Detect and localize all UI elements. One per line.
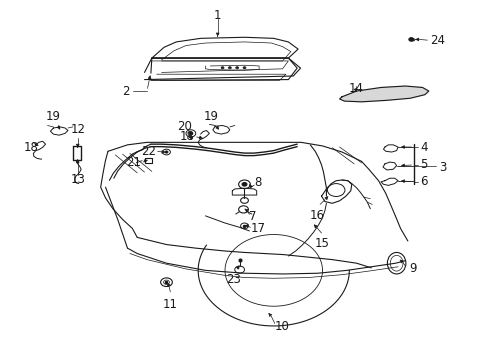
Text: 3: 3 [439,161,446,174]
Text: 4: 4 [419,140,427,153]
Circle shape [408,38,413,41]
Text: 11: 11 [163,298,178,311]
Circle shape [228,67,231,69]
Circle shape [235,67,238,69]
Text: 19: 19 [46,110,61,123]
Text: 14: 14 [347,82,363,95]
Text: 6: 6 [419,175,427,188]
Circle shape [242,183,246,186]
Text: 13: 13 [70,173,85,186]
Text: 15: 15 [314,237,329,250]
Circle shape [243,67,245,69]
Circle shape [221,67,224,69]
Polygon shape [339,86,428,102]
Text: 20: 20 [177,120,192,134]
Text: 18: 18 [23,140,38,154]
Text: 12: 12 [70,123,85,136]
Text: 22: 22 [141,145,156,158]
Text: 18: 18 [180,130,194,144]
Circle shape [164,151,167,153]
Text: 1: 1 [213,9,221,22]
Text: 17: 17 [250,222,265,235]
Text: 16: 16 [309,209,325,222]
Text: 23: 23 [226,273,241,286]
Text: 10: 10 [274,320,289,333]
Text: 24: 24 [429,33,444,47]
Text: 9: 9 [408,262,416,275]
Text: 5: 5 [419,158,427,171]
Circle shape [188,132,192,135]
Text: 7: 7 [249,210,256,223]
Text: 8: 8 [254,176,261,189]
Text: 21: 21 [126,156,141,168]
Text: 2: 2 [122,85,130,98]
Text: 19: 19 [203,110,219,123]
